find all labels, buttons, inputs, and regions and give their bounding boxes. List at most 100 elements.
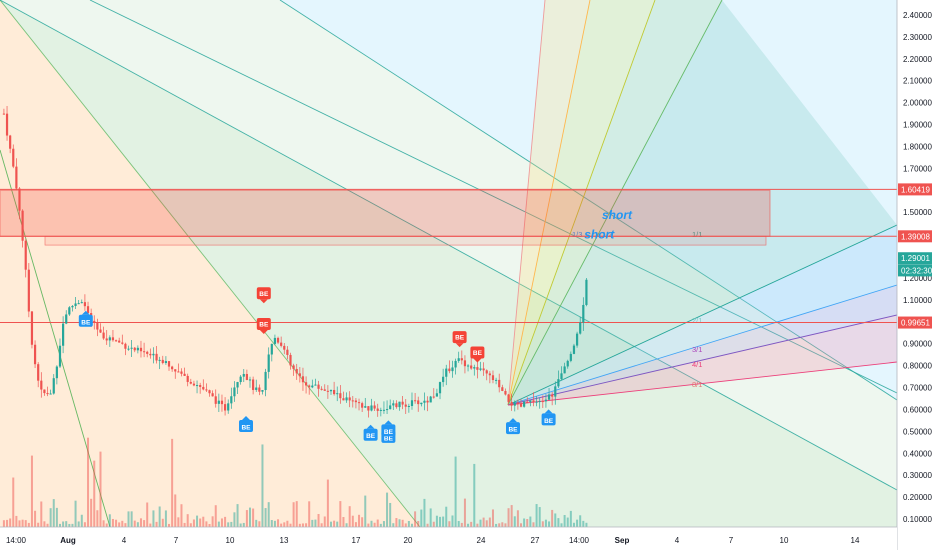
volume-bar <box>364 495 367 527</box>
candle-body <box>544 399 548 402</box>
candle-body <box>58 345 62 367</box>
volume-bar <box>473 463 476 527</box>
volume-bar <box>71 523 74 527</box>
volume-bar <box>249 507 252 527</box>
volume-bar <box>507 508 510 527</box>
candle-body <box>242 373 245 377</box>
volume-bar <box>398 519 401 527</box>
volume-bar <box>192 519 195 527</box>
volume-bar <box>121 520 124 527</box>
candle-body <box>146 351 149 354</box>
signal-marker-sell[interactable]: BE <box>256 287 271 304</box>
candle-body <box>273 337 277 344</box>
volume-bar <box>34 510 37 527</box>
volume-bar <box>566 517 569 527</box>
candle-body <box>276 337 280 343</box>
candle-body <box>227 403 230 411</box>
volume-bar <box>520 523 523 527</box>
volume-bar <box>277 519 280 527</box>
candle-body <box>417 400 420 405</box>
volume-bar <box>189 523 192 527</box>
candle-body <box>532 400 535 403</box>
volume-bar <box>40 501 43 527</box>
resistance-zone <box>0 189 771 237</box>
volume-bar <box>432 521 435 527</box>
candle-body <box>15 166 18 189</box>
candle-body <box>202 386 205 390</box>
volume-bar <box>345 523 348 527</box>
candle-body <box>448 368 451 372</box>
volume-bar <box>348 506 351 527</box>
volume-bar <box>24 520 27 527</box>
y-tick-label: 1.20000 <box>903 274 932 283</box>
signal-marker-sell[interactable]: BE <box>452 331 467 348</box>
signal-arrow <box>259 299 268 304</box>
signal-marker-sell[interactable]: BE <box>256 317 271 334</box>
candle-body <box>33 344 37 365</box>
volume-bar <box>180 504 183 527</box>
candle-body <box>473 367 476 369</box>
signal-marker-buy[interactable]: BE <box>541 409 556 426</box>
volume-bar <box>211 516 214 527</box>
candle-body <box>579 322 582 334</box>
candle-body <box>121 342 124 344</box>
signal-box <box>256 287 271 300</box>
volume-bar <box>152 510 155 527</box>
signal-box <box>239 419 253 432</box>
gann-fan-line <box>507 361 897 406</box>
signal-box <box>452 331 467 344</box>
candle-body <box>470 365 473 369</box>
volume-bar <box>301 523 304 527</box>
signal-label: BE <box>366 433 376 440</box>
volume-bar <box>292 502 295 527</box>
candle-body <box>12 148 15 167</box>
volume-bar <box>233 512 236 527</box>
candle-body <box>27 269 30 312</box>
volume-bar <box>548 521 551 527</box>
candle-body <box>507 394 510 402</box>
y-tick-label: 1.70000 <box>903 164 932 173</box>
volume-bar <box>501 522 504 527</box>
volume-bar <box>177 517 180 527</box>
signal-marker-buy[interactable]: BE <box>239 415 253 432</box>
volume-bar <box>404 523 407 527</box>
price-label-box <box>898 252 932 265</box>
y-tick-label: 0.60000 <box>903 405 932 414</box>
signal-marker-buy[interactable]: BE <box>506 418 520 435</box>
resistance-zone-thin <box>44 235 767 246</box>
signal-marker-sell[interactable]: BE <box>470 346 485 363</box>
volume-bar <box>488 517 491 527</box>
signal-label: BE <box>259 291 269 298</box>
volume-bar <box>52 499 55 527</box>
signal-label: BE <box>384 435 394 442</box>
candle-body <box>133 347 136 351</box>
candle-body <box>192 383 196 386</box>
volume-bar <box>410 523 413 527</box>
volume-bar <box>202 516 205 527</box>
signal-marker-buy[interactable]: BE <box>78 310 93 327</box>
volume-bar <box>485 520 488 527</box>
candle-body <box>245 373 248 380</box>
volume-bar <box>495 523 498 527</box>
candle-body <box>152 353 155 356</box>
volume-bar <box>186 514 189 527</box>
candle-body <box>420 402 423 405</box>
candle-body <box>102 332 105 339</box>
volume-bar <box>77 521 80 527</box>
candle-body <box>155 353 158 361</box>
volume-bar <box>196 515 199 527</box>
candle-body <box>77 303 80 305</box>
volume-bar <box>12 477 15 527</box>
candle-body <box>491 375 495 381</box>
candle-body <box>65 314 68 324</box>
signal-arrow <box>544 409 553 414</box>
candle-body <box>554 386 557 397</box>
candle-body <box>205 389 208 391</box>
price-label: 1.39008 <box>901 232 930 241</box>
signal-marker-buy[interactable]: BE <box>363 424 378 441</box>
volume-bar <box>46 523 49 527</box>
candle-body <box>357 402 361 404</box>
signal-marker-buy[interactable]: BE <box>381 420 396 437</box>
